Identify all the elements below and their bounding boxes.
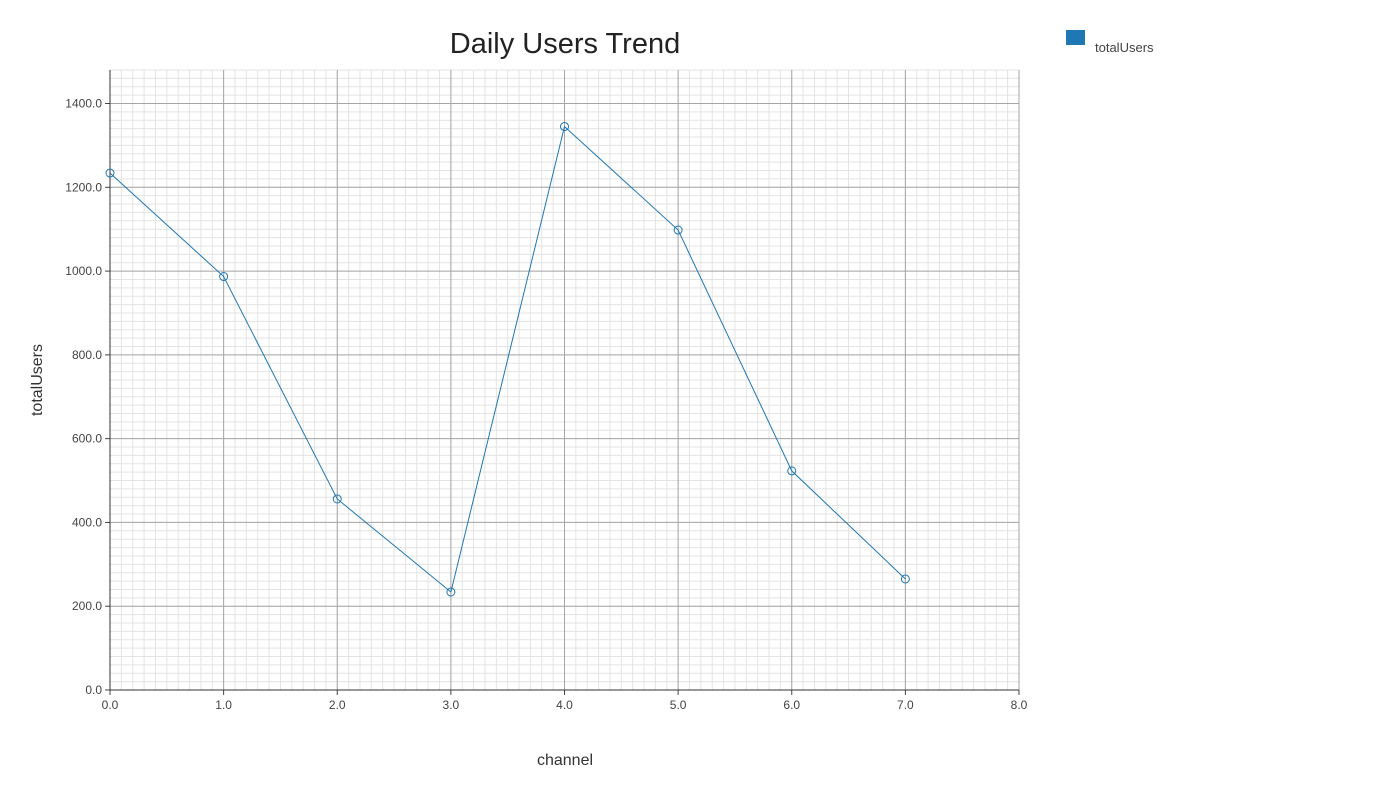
- axes: [105, 70, 1020, 695]
- x-tick-label: 5.0: [670, 698, 687, 712]
- data-point: [105, 168, 115, 178]
- x-tick-label: 7.0: [897, 698, 914, 712]
- series-layer: [105, 122, 910, 597]
- y-tick-label: 0.0: [85, 683, 102, 697]
- y-tick-label: 800.0: [72, 348, 102, 362]
- chart-title: Daily Users Trend: [449, 28, 681, 60]
- y-tick-label: 200.0: [72, 599, 102, 613]
- x-tick-label: 6.0: [783, 698, 800, 712]
- x-tick-label: 4.0: [556, 698, 573, 712]
- x-tick-label: 1.0: [215, 698, 232, 712]
- data-point: [446, 587, 456, 597]
- y-tick-label: 1200.0: [65, 180, 102, 194]
- x-tick-label: 0.0: [102, 698, 119, 712]
- data-point: [787, 466, 797, 476]
- y-tick-label: 1400.0: [65, 97, 102, 111]
- tick-labels: 0.0 1.0 2.0 3.0 4.0 5.0 6.0 7.0 8.0 0.0 200.0 400.0…: [65, 97, 1027, 712]
- data-point: [219, 272, 229, 282]
- data-point: [900, 574, 910, 584]
- data-point: [673, 225, 683, 235]
- data-point: [332, 494, 342, 504]
- y-tick-label: 1000.0: [65, 264, 102, 278]
- x-tick-label: 8.0: [1011, 698, 1028, 712]
- x-tick-label: 3.0: [443, 698, 460, 712]
- y-axis-label: totalUsers: [29, 343, 46, 417]
- y-tick-label: 600.0: [72, 432, 102, 446]
- y-tick-label: 400.0: [72, 515, 102, 529]
- legend-swatch: [1066, 30, 1085, 45]
- legend-label: totalUsers: [1095, 40, 1154, 55]
- data-point: [560, 122, 569, 132]
- series-line-totalUsers: [109, 125, 906, 593]
- x-axis-label: channel: [536, 752, 594, 769]
- legend: totalUsers: [1066, 30, 1154, 55]
- x-tick-label: 2.0: [329, 698, 346, 712]
